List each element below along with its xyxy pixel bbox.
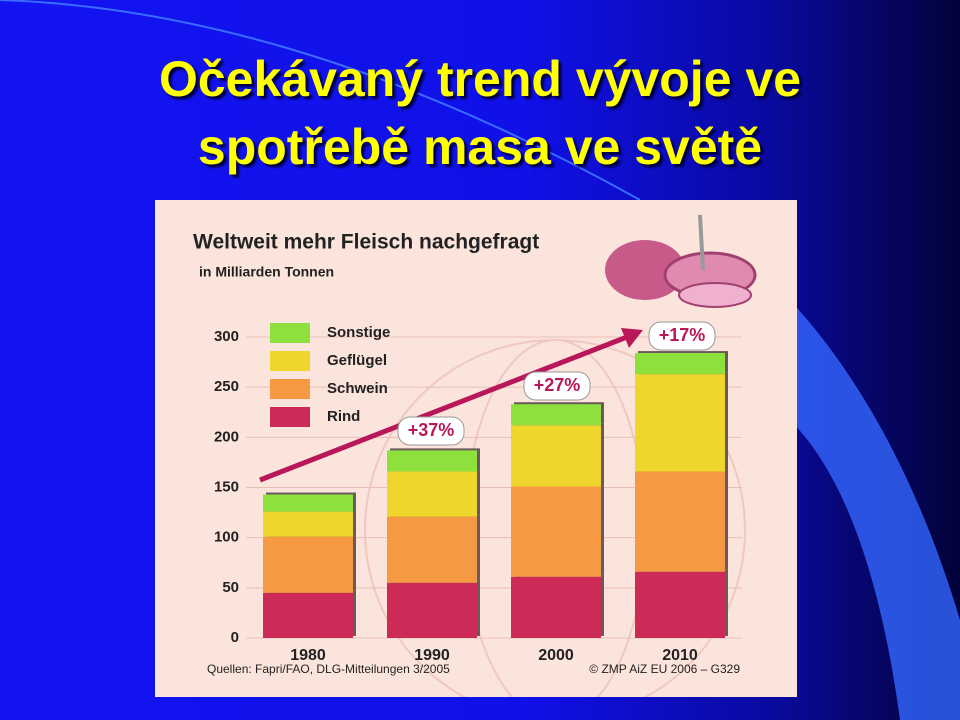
- trend-arrow: [259, 334, 628, 483]
- slide-title: spotřebě masa ve světě: [197, 119, 763, 175]
- annotation-box: [397, 416, 465, 446]
- legend-swatch: [270, 323, 310, 343]
- chart: Weltweit mehr Fleisch nachgefragt in Mil…: [155, 200, 797, 697]
- bar-segment: [387, 582, 477, 638]
- bar-segment: [635, 471, 725, 572]
- y-tick-label: 150: [214, 478, 239, 495]
- bar-segment: [511, 425, 601, 487]
- chart-subtitle: in Milliarden Tonnen: [199, 264, 334, 280]
- x-tick-label: 2000: [538, 647, 574, 664]
- legend-label: Rind: [327, 408, 360, 425]
- y-tick-label: 100: [214, 529, 239, 546]
- legend-swatch: [270, 351, 310, 371]
- annotation: +37%: [408, 420, 455, 440]
- y-tick-label: 200: [214, 428, 239, 445]
- annotation-box: [523, 371, 591, 401]
- legend-label: Schwein: [327, 380, 388, 397]
- annotation-box: [648, 321, 716, 351]
- bar-segment: [511, 576, 601, 638]
- bar-segment: [387, 450, 477, 472]
- x-tick-label: 1980: [290, 647, 326, 664]
- bar-segment: [263, 494, 353, 512]
- decor-shape: [790, 300, 960, 720]
- legend-swatch: [270, 407, 310, 427]
- legend-label: Sonstige: [327, 324, 390, 341]
- x-tick-label: 2010: [662, 647, 698, 664]
- bar-segment: [511, 486, 601, 577]
- bar-segment: [635, 353, 725, 375]
- bar-segment: [511, 404, 601, 426]
- y-tick-label: 0: [231, 629, 239, 646]
- y-tick-label: 50: [222, 579, 239, 596]
- sources: Quellen: Fapri/FAO, DLG-Mitteilungen 3/2…: [207, 662, 450, 676]
- bar-segment: [635, 374, 725, 472]
- x-tick-label: 1990: [414, 647, 450, 664]
- annotation: +17%: [659, 325, 706, 345]
- y-tick-label: 300: [214, 328, 239, 345]
- bar-segment: [263, 592, 353, 638]
- chart-title: Weltweit mehr Fleisch nachgefragt: [193, 231, 539, 254]
- bar-segment: [387, 471, 477, 517]
- copyright: © ZMP AiZ EU 2006 – G329: [589, 662, 740, 676]
- bar-segment: [263, 536, 353, 593]
- trend-arrow-head: [621, 328, 643, 348]
- bar-segment: [635, 571, 725, 638]
- annotation: +27%: [534, 375, 581, 395]
- decor-line: [0, 0, 641, 201]
- bar-segment: [263, 511, 353, 537]
- legend-label: Geflügel: [327, 352, 387, 369]
- bar-segment: [387, 516, 477, 583]
- y-tick-label: 250: [214, 378, 239, 395]
- slide-title: Očekávaný trend vývoje ve: [158, 51, 802, 107]
- meat-icon: [605, 214, 757, 308]
- legend-swatch: [270, 379, 310, 399]
